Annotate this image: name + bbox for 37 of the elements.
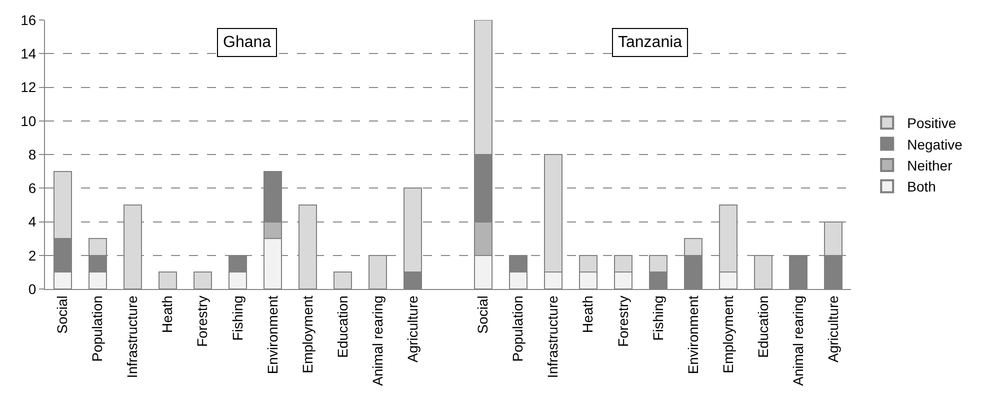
y-tick-label: 4 <box>28 214 36 230</box>
x-tick-label: Agriculture <box>404 295 421 363</box>
x-tick-label: Animal rearing <box>790 296 806 386</box>
x-tick-label: Environment <box>264 295 280 374</box>
x-tick-label: Animal rearing <box>369 296 386 386</box>
x-tick-label: Infrastructure <box>544 295 561 378</box>
y-tick-label: 0 <box>28 280 36 297</box>
x-tick-label: Social <box>54 296 70 334</box>
annotation: Tanzania <box>618 34 682 51</box>
y-tick-label: 16 <box>20 12 36 28</box>
x-tick-label: Forestry <box>614 296 631 347</box>
legend-label: Neither <box>907 157 953 174</box>
x-tick-label: Heath <box>580 296 596 333</box>
x-tick-label: Population <box>510 296 526 362</box>
legend-label: Both <box>907 178 936 195</box>
x-tick-label: Education <box>334 296 350 358</box>
x-tick-label: Employment <box>720 295 736 374</box>
y-tick-label: 6 <box>28 180 36 196</box>
x-tick-label: Agriculture <box>825 295 842 363</box>
legend-label: Positive <box>907 115 956 132</box>
x-tick-label: Population <box>89 296 106 362</box>
y-tick-label: 12 <box>20 79 36 96</box>
x-tick-label: Employment <box>299 295 316 374</box>
legend-label: Negative <box>907 136 963 152</box>
x-tick-label: Forestry <box>194 296 210 347</box>
annotation: Ghana <box>223 34 272 51</box>
x-tick-label: Heath <box>159 296 176 333</box>
y-tick-label: 2 <box>28 247 36 264</box>
x-tick-label: Social <box>474 296 491 334</box>
y-tick-label: 10 <box>20 112 36 129</box>
x-tick-label: Infrastructure <box>124 295 140 378</box>
y-tick-label: 8 <box>28 146 36 162</box>
x-tick-label: Fishing <box>229 296 246 341</box>
y-tick-label: 14 <box>20 46 36 62</box>
x-tick-label: Fishing <box>650 296 666 341</box>
x-tick-label: Environment <box>684 295 701 374</box>
x-tick-label: Education <box>754 296 771 358</box>
